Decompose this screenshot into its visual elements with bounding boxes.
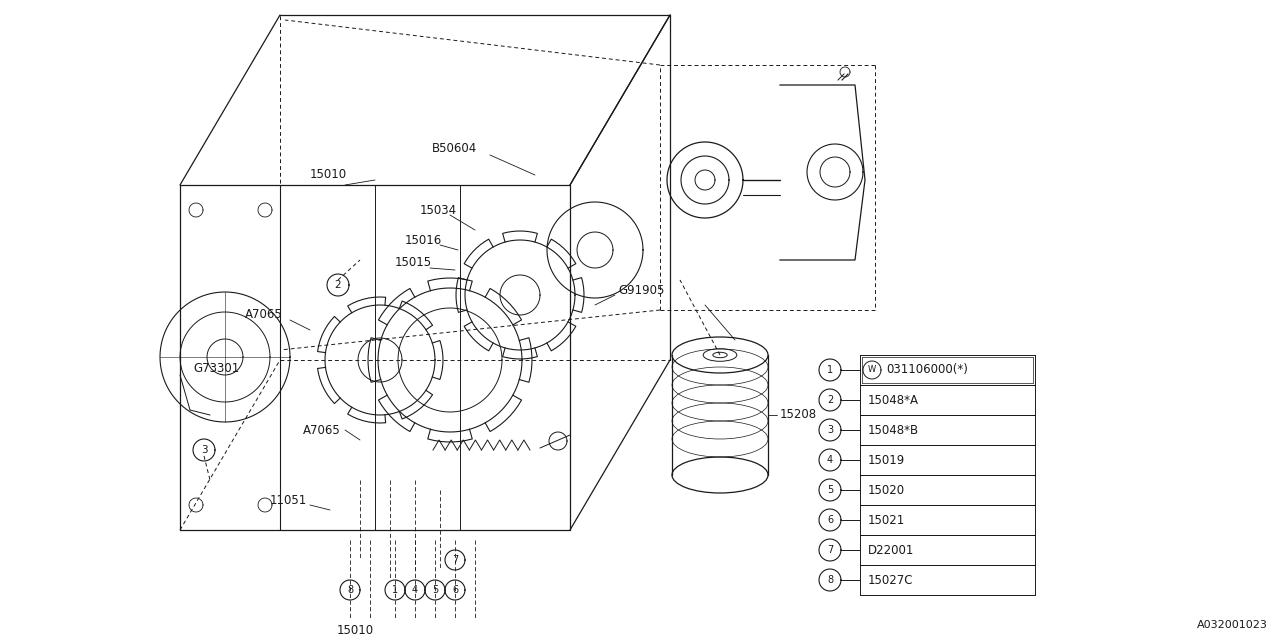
Text: 6: 6 — [452, 585, 458, 595]
Text: 2: 2 — [827, 395, 833, 405]
Text: D22001: D22001 — [868, 543, 914, 557]
Text: A7065: A7065 — [244, 308, 283, 321]
Text: 031106000(*): 031106000(*) — [886, 364, 968, 376]
Text: 15019: 15019 — [868, 454, 905, 467]
Text: 5: 5 — [431, 585, 438, 595]
Text: 3: 3 — [201, 445, 207, 455]
Text: 5: 5 — [827, 485, 833, 495]
Text: A032001023: A032001023 — [1197, 620, 1268, 630]
Text: 15027C: 15027C — [868, 573, 914, 586]
Text: 7: 7 — [452, 555, 458, 565]
Text: 15020: 15020 — [868, 483, 905, 497]
Text: 1: 1 — [392, 585, 398, 595]
Text: 15016: 15016 — [404, 234, 443, 246]
Text: 15048*A: 15048*A — [868, 394, 919, 406]
Text: G91905: G91905 — [618, 284, 664, 296]
Text: 15015: 15015 — [396, 257, 433, 269]
Text: 15208: 15208 — [780, 408, 817, 422]
Text: 11051: 11051 — [270, 493, 307, 506]
Text: A7065: A7065 — [303, 424, 340, 436]
Text: 15034: 15034 — [420, 204, 457, 216]
Text: 15010: 15010 — [310, 168, 347, 182]
Text: 4: 4 — [827, 455, 833, 465]
Text: 8: 8 — [347, 585, 353, 595]
Text: 7: 7 — [827, 545, 833, 555]
Text: 3: 3 — [827, 425, 833, 435]
Text: 6: 6 — [827, 515, 833, 525]
Text: 15010: 15010 — [337, 623, 374, 637]
Text: G73301: G73301 — [193, 362, 239, 374]
Text: 8: 8 — [827, 575, 833, 585]
Text: W: W — [868, 365, 876, 374]
Text: 15048*B: 15048*B — [868, 424, 919, 436]
Text: B50604: B50604 — [433, 141, 477, 154]
Text: 15021: 15021 — [868, 513, 905, 527]
Text: 1: 1 — [827, 365, 833, 375]
Text: 2: 2 — [334, 280, 342, 290]
Text: 4: 4 — [412, 585, 419, 595]
